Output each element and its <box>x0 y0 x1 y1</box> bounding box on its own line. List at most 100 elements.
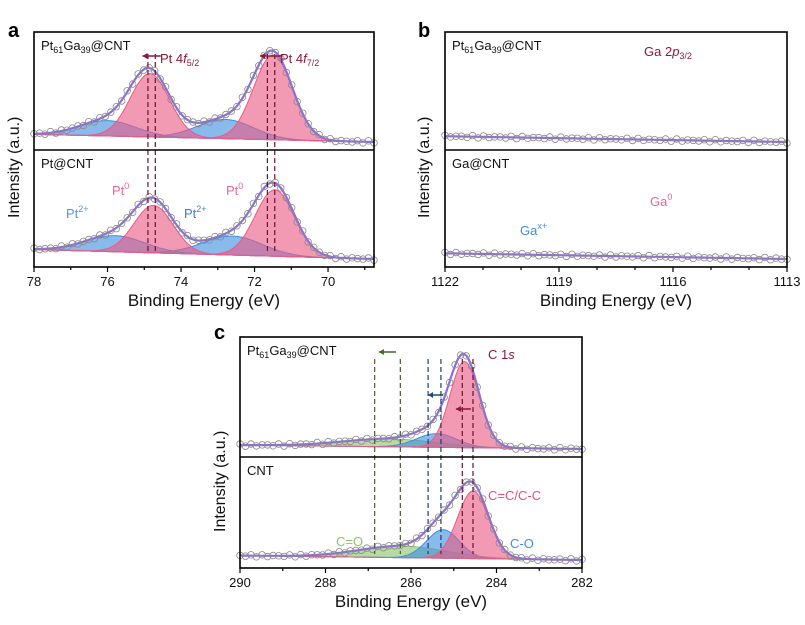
x-tick-label: 1119 <box>545 274 573 289</box>
subplot-a-2 <box>30 178 378 264</box>
x-tick-label: 70 <box>320 274 336 289</box>
annotation-part: Pt <box>184 206 197 221</box>
data-point <box>534 444 542 453</box>
data-point <box>528 444 537 452</box>
data-point <box>523 445 531 453</box>
data-point <box>401 539 410 548</box>
data-point <box>282 68 290 77</box>
annotation-part: C=C/C-C <box>488 488 542 503</box>
data-point <box>299 227 307 235</box>
data-point <box>266 47 274 55</box>
data-point <box>612 135 620 143</box>
data-point <box>539 445 548 453</box>
data-point <box>474 250 482 259</box>
annotation-part: Pt <box>112 183 125 198</box>
data-point <box>512 553 520 562</box>
data-point <box>194 236 203 244</box>
data-point <box>390 542 399 550</box>
sample-label-part: @CNT <box>296 343 337 358</box>
x-tick-label: 1116 <box>659 274 687 289</box>
data-point <box>128 208 137 217</box>
panel-c <box>236 336 586 573</box>
data-point <box>667 253 675 262</box>
data-point <box>568 250 576 258</box>
x-tick-label: 76 <box>100 274 115 289</box>
data-point <box>107 226 115 234</box>
data-point <box>556 555 564 563</box>
peak-annotation-ga0: Ga0 <box>650 193 672 209</box>
data-point <box>733 137 742 146</box>
data-point <box>263 552 272 561</box>
data-point <box>440 506 448 514</box>
data-point <box>645 251 653 260</box>
data-point <box>634 251 642 260</box>
panel-letter: a <box>8 20 20 42</box>
data-point <box>601 253 609 261</box>
data-point <box>107 108 115 116</box>
data-point <box>222 110 230 119</box>
data-point <box>772 138 780 146</box>
data-point <box>717 255 725 263</box>
data-point <box>258 441 266 449</box>
peak-annotation-cco: C=O <box>336 535 363 548</box>
data-point <box>479 495 487 503</box>
data-point <box>101 112 109 121</box>
data-point <box>348 254 356 262</box>
sample-label-part: 61 <box>53 45 64 55</box>
data-point <box>52 129 60 137</box>
annotation-part: Pt 4 <box>160 51 184 66</box>
data-point <box>315 248 323 256</box>
data-point <box>673 135 681 143</box>
data-point <box>473 383 481 391</box>
data-point <box>172 103 181 111</box>
data-point <box>227 227 236 235</box>
data-point <box>479 401 487 410</box>
subplot-c-2 <box>236 478 586 565</box>
data-point <box>337 136 345 145</box>
data-point <box>85 235 93 244</box>
sample-label: Pt61Ga39@CNT <box>247 343 337 360</box>
data-point <box>452 248 460 257</box>
peak-annotation-ga2p: Ga 2p3/2 <box>644 45 692 61</box>
data-point <box>310 243 318 251</box>
data-point <box>684 136 692 144</box>
data-point <box>57 126 66 134</box>
data-point <box>501 545 509 554</box>
data-point <box>407 539 415 547</box>
data-point <box>117 97 126 105</box>
data-point <box>572 445 581 453</box>
data-point <box>211 114 219 122</box>
data-point <box>501 442 509 450</box>
x-tick-label: 286 <box>400 575 422 590</box>
annotation-part: f <box>183 51 187 66</box>
data-point <box>285 440 294 448</box>
panel-a <box>30 31 378 272</box>
shift-arrow-head-icon <box>455 406 461 412</box>
data-point <box>359 255 367 263</box>
data-point <box>490 249 499 257</box>
data-point <box>595 134 604 142</box>
data-point <box>269 442 277 450</box>
data-point <box>434 408 443 417</box>
data-point <box>524 134 532 142</box>
data-point <box>79 121 88 130</box>
plot-frame <box>239 336 583 569</box>
data-point <box>446 250 455 259</box>
sample-label-part: 39 <box>80 45 91 55</box>
data-point <box>189 236 197 244</box>
data-point <box>288 81 296 89</box>
data-point <box>353 254 362 263</box>
data-point <box>523 556 531 564</box>
data-point <box>567 444 575 452</box>
data-point <box>330 439 338 447</box>
data-point <box>85 117 93 126</box>
data-point <box>639 136 648 145</box>
data-point <box>456 351 465 359</box>
peak-annotation-pt4f52: Pt 4f5/2 <box>160 52 199 68</box>
data-point <box>739 254 747 263</box>
annotation-part: x+ <box>537 221 548 231</box>
data-point <box>468 478 476 486</box>
data-point <box>346 547 354 555</box>
data-point <box>722 136 730 145</box>
data-point <box>161 83 170 91</box>
